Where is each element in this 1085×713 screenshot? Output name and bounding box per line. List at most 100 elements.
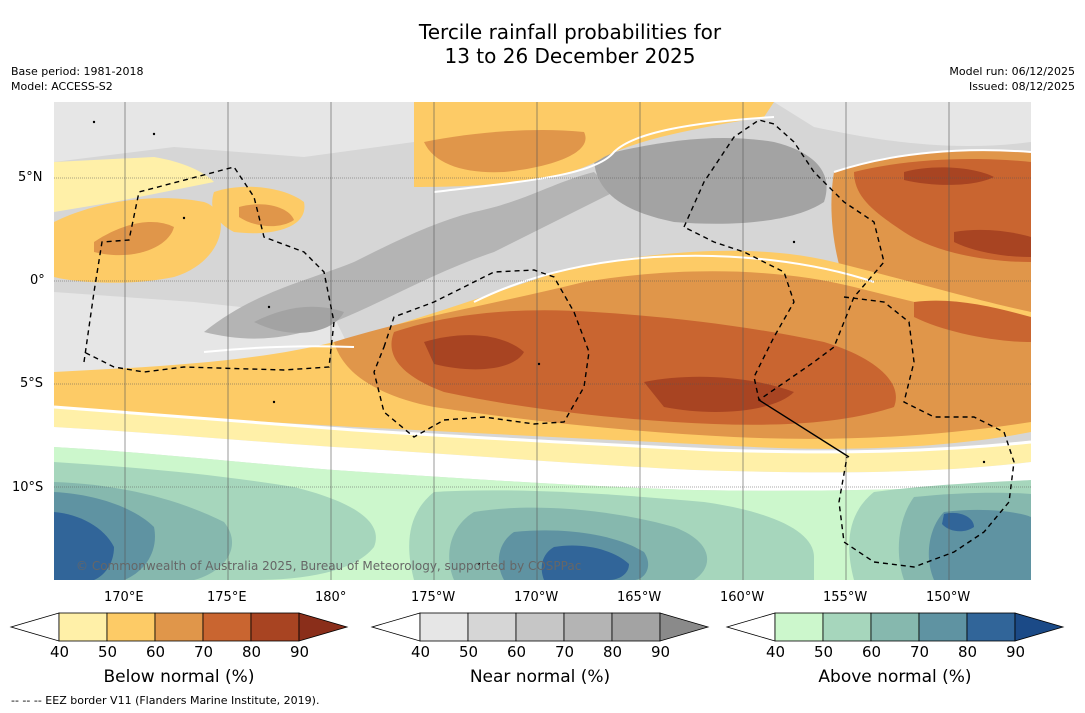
colorbar-below-tick: 50 <box>98 643 118 661</box>
colorbar-above-low-extend <box>725 612 776 642</box>
lon-label-170e: 170°E <box>104 590 144 605</box>
island <box>982 460 986 464</box>
contour-line-b <box>203 345 355 353</box>
near-normal-40-ne <box>774 102 1031 147</box>
near-normal-80-small <box>254 306 344 333</box>
lon-label-160w: 160°W <box>720 590 765 605</box>
colorbar-above-segment <box>870 612 920 642</box>
near-normal-70-band <box>204 172 614 339</box>
island <box>792 240 796 244</box>
colorbar-near-tick: 50 <box>459 643 479 661</box>
title-line1: Tercile rainfall probabilities for <box>418 20 722 44</box>
colorbar-near-segment <box>563 612 613 642</box>
normal-transition-band <box>54 427 1031 491</box>
graticule <box>54 102 1031 580</box>
island <box>477 562 481 566</box>
contour-line <box>54 405 1031 454</box>
colorbar-below-low-extend <box>9 612 60 642</box>
colorbar-near-segment <box>419 612 469 642</box>
islands <box>92 120 986 566</box>
meta-right: Model run: 06/12/2025 Issued: 08/12/2025 <box>949 64 1075 94</box>
lon-label-180: 180° <box>315 590 347 605</box>
island <box>267 305 271 309</box>
colorbar-below-segment <box>202 612 252 642</box>
below-normal-40-nw <box>54 157 214 212</box>
colorbar-above <box>725 612 1065 642</box>
map-title: Tercile rainfall probabilities for 13 to… <box>0 20 1085 68</box>
colorbar-above-tick: 60 <box>862 643 882 661</box>
colorbar-below-segment <box>58 612 108 642</box>
lon-label-150w: 150°W <box>926 590 971 605</box>
colorbar-near-segment <box>515 612 565 642</box>
below-normal-80-central-b <box>644 376 794 412</box>
lon-label-155w: 155°W <box>823 590 868 605</box>
lat-label-5n: 5°N <box>18 170 43 185</box>
colorbar-below <box>9 612 349 642</box>
colorbar-near-high-extend <box>659 612 710 642</box>
title-line2: 13 to 26 December 2025 <box>444 44 696 68</box>
eez-border-east <box>683 119 885 402</box>
colorbar-below-high-extend <box>298 612 349 642</box>
colorbar-below-tick: 40 <box>50 643 70 661</box>
eez-border-central <box>373 269 590 438</box>
base-period: Base period: 1981-2018 <box>11 65 144 78</box>
colorbar-below-title: Below normal (%) <box>103 667 255 687</box>
colorbar-above-high-extend <box>1014 612 1065 642</box>
contour-line-e <box>473 254 875 303</box>
colorbar-near-title: Near normal (%) <box>469 667 611 687</box>
island <box>182 216 186 220</box>
eez-borders <box>83 119 1015 568</box>
below-normal-60-north <box>424 130 586 173</box>
colorbar-below-tick: 80 <box>242 643 262 661</box>
colorbar-above-segment <box>966 612 1016 642</box>
colorbar-below-tick: 60 <box>146 643 166 661</box>
colorbar-below-segment <box>250 612 300 642</box>
colorbar-near <box>370 612 710 642</box>
colorbar-above-tick: 80 <box>958 643 978 661</box>
colorbar-below-segment <box>106 612 156 642</box>
colorbar-above-tick: 90 <box>1006 643 1026 661</box>
colorbar-near-tick: 90 <box>651 643 671 661</box>
island <box>537 362 541 366</box>
eez-border-southeast <box>838 296 1015 568</box>
colorbar-near-tick: 40 <box>411 643 431 661</box>
lat-label-10s: 10°S <box>12 480 44 495</box>
issued-date: Issued: 08/12/2025 <box>968 80 1075 93</box>
colorbar-near-segment <box>611 612 661 642</box>
below-normal-40-band <box>54 407 1031 473</box>
rainfall-map: © Commonwealth of Australia 2025, Bureau… <box>54 102 1031 580</box>
colorbar-near-segment <box>467 612 517 642</box>
contour-line-d <box>833 149 1031 173</box>
colorbar-above-segment <box>918 612 968 642</box>
eez-border-solid-segment <box>758 399 850 458</box>
below-normal-60-nw <box>94 222 174 256</box>
copyright-note: © Commonwealth of Australia 2025, Bureau… <box>76 559 581 573</box>
colorbar-above-tick: 50 <box>814 643 834 661</box>
colorbar-above-title: Above normal (%) <box>818 667 972 687</box>
above-normal-80-sw <box>54 512 114 580</box>
colorbar-below-tick: 70 <box>194 643 214 661</box>
contour-line-c <box>433 116 775 193</box>
lon-label-175e: 175°E <box>207 590 247 605</box>
colorbar-above-segment <box>774 612 824 642</box>
model-run: Model run: 06/12/2025 <box>949 65 1075 78</box>
below-normal-60-nw2 <box>239 204 294 227</box>
above-normal-80-south <box>541 545 629 580</box>
eez-border-west <box>83 166 335 373</box>
above-normal-80-se <box>942 512 974 532</box>
lat-label-0: 0° <box>30 273 45 288</box>
island <box>152 132 156 136</box>
colorbar-above-tick: 40 <box>766 643 786 661</box>
below-normal-80-central-a <box>424 335 524 370</box>
lon-label-175w: 175°W <box>411 590 456 605</box>
near-normal-40-region <box>54 102 414 162</box>
lat-label-5s: 5°S <box>20 376 44 391</box>
lon-label-165w: 165°W <box>617 590 662 605</box>
below-normal-70-east <box>914 300 1031 342</box>
lon-label-170w: 170°W <box>514 590 559 605</box>
colorbar-below-tick: 90 <box>290 643 310 661</box>
colorbar-near-tick: 80 <box>603 643 623 661</box>
meta-left: Base period: 1981-2018 Model: ACCESS-S2 <box>11 64 143 94</box>
colorbar-below-segment <box>154 612 204 642</box>
eez-border-legend: -- -- -- EEZ border V11 (Flanders Marine… <box>11 694 320 707</box>
